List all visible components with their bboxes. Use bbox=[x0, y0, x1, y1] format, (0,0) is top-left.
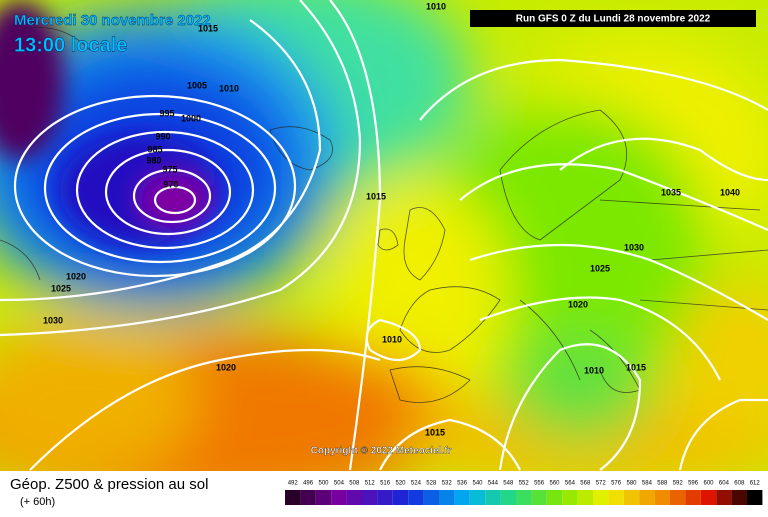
scale-swatch bbox=[469, 490, 486, 505]
isobar-label: 985 bbox=[147, 144, 162, 154]
scale-swatch bbox=[377, 490, 393, 505]
scale-label: 560 bbox=[549, 481, 560, 487]
isobar-label: 1035 bbox=[661, 187, 681, 197]
isobar-label: 1030 bbox=[624, 242, 644, 252]
scale-swatch bbox=[562, 490, 578, 505]
scale-swatch bbox=[685, 490, 701, 505]
scale-label: 568 bbox=[580, 481, 591, 487]
scale-label: 528 bbox=[426, 481, 437, 487]
copyright: Copyright © 2022 Meteociel.fr bbox=[311, 446, 452, 457]
scale-swatch bbox=[623, 490, 640, 505]
coastlines bbox=[0, 27, 768, 403]
isobar-label: 1005 bbox=[187, 80, 207, 90]
scale-label: 496 bbox=[303, 481, 314, 487]
scale-swatch bbox=[408, 490, 424, 505]
scale-label: 552 bbox=[519, 481, 530, 487]
scale-swatch bbox=[639, 490, 655, 505]
isobar-label: 1040 bbox=[720, 187, 740, 197]
scale-label: 540 bbox=[472, 481, 483, 487]
isobars bbox=[0, 0, 768, 471]
scale-swatch bbox=[485, 490, 501, 505]
isobar-label: 1010 bbox=[219, 83, 239, 93]
scale-swatch bbox=[731, 490, 747, 505]
scale-label: 612 bbox=[750, 481, 761, 487]
scale-swatch bbox=[500, 490, 516, 505]
scale-swatch bbox=[516, 490, 532, 505]
scale-swatch bbox=[439, 490, 455, 505]
footer-title: Géop. Z500 & pression au sol bbox=[10, 476, 208, 493]
scale-swatch bbox=[454, 490, 470, 505]
scale-label: 580 bbox=[626, 481, 637, 487]
scale-label: 500 bbox=[318, 481, 329, 487]
isobar-label: 990 bbox=[155, 131, 170, 141]
isobar-label: 1015 bbox=[198, 23, 218, 33]
valid-date: Mercredi 30 novembre 2022 bbox=[14, 12, 211, 29]
scale-swatch bbox=[300, 490, 316, 505]
isobar-label: 1000 bbox=[181, 113, 201, 123]
scale-label: 516 bbox=[380, 481, 391, 487]
isobar-label: 980 bbox=[146, 155, 161, 165]
scale-swatch bbox=[700, 490, 717, 505]
isobar-label: 1020 bbox=[216, 362, 236, 372]
isobar-label: 1015 bbox=[626, 362, 646, 372]
scale-swatch bbox=[392, 490, 409, 505]
valid-time: 13:00 locale bbox=[14, 34, 127, 56]
isobar-label: 1010 bbox=[382, 334, 402, 344]
scale-label: 584 bbox=[642, 481, 653, 487]
scale-swatch bbox=[577, 490, 593, 505]
scale-label: 608 bbox=[734, 481, 745, 487]
isobar-label: 1015 bbox=[366, 191, 386, 201]
scale-label: 564 bbox=[565, 481, 576, 487]
scale-label: 600 bbox=[703, 481, 714, 487]
scale-swatch bbox=[670, 490, 686, 505]
scale-label: 524 bbox=[411, 481, 422, 487]
isobar-label: 970 bbox=[163, 179, 178, 189]
scale-swatch bbox=[608, 490, 624, 505]
scale-label: 520 bbox=[395, 481, 406, 487]
scale-swatch bbox=[654, 490, 670, 505]
scale-label: 512 bbox=[365, 481, 376, 487]
scale-swatch bbox=[315, 490, 332, 505]
isobar-label: 1025 bbox=[590, 263, 610, 273]
run-info: Run GFS 0 Z du Lundi 28 novembre 2022 bbox=[516, 14, 711, 25]
isobar-label: 1010 bbox=[584, 365, 604, 375]
scale-label: 588 bbox=[657, 481, 668, 487]
scale-swatch bbox=[285, 490, 301, 505]
footer-lead: (+ 60h) bbox=[20, 496, 55, 508]
scale-label: 508 bbox=[349, 481, 360, 487]
scale-label: 592 bbox=[673, 481, 684, 487]
scale-swatch bbox=[747, 490, 763, 505]
scale-swatch bbox=[331, 490, 347, 505]
scale-swatch bbox=[716, 490, 732, 505]
scale-swatch bbox=[531, 490, 547, 505]
scale-swatch bbox=[362, 490, 378, 505]
scale-label: 556 bbox=[534, 481, 545, 487]
scale-swatch bbox=[546, 490, 563, 505]
isobar-label: 995 bbox=[159, 108, 174, 118]
scale-swatch bbox=[423, 490, 439, 505]
isobar-label: 1020 bbox=[66, 271, 86, 281]
scale-label: 536 bbox=[457, 481, 468, 487]
scale-label: 544 bbox=[488, 481, 499, 487]
isobar-label: 1020 bbox=[568, 299, 588, 309]
scale-label: 604 bbox=[719, 481, 730, 487]
scale-label: 576 bbox=[611, 481, 622, 487]
isobar-label: 1010 bbox=[426, 1, 446, 11]
isobar-label: 1030 bbox=[43, 315, 63, 325]
scale-label: 548 bbox=[503, 481, 514, 487]
scale-label: 596 bbox=[688, 481, 699, 487]
isobar-label: 1015 bbox=[425, 427, 445, 437]
color-scale: 492 496 500 504 508 512 516 520 524 528 532 536 540 5… bbox=[285, 481, 763, 505]
scale-swatch bbox=[593, 490, 609, 505]
scale-label: 572 bbox=[596, 481, 607, 487]
isobar-label: 1025 bbox=[51, 283, 71, 293]
scale-label: 492 bbox=[288, 481, 299, 487]
scale-label: 532 bbox=[442, 481, 453, 487]
scale-label: 504 bbox=[334, 481, 345, 487]
isobar-label: 975 bbox=[162, 164, 177, 174]
scale-swatch bbox=[346, 490, 362, 505]
